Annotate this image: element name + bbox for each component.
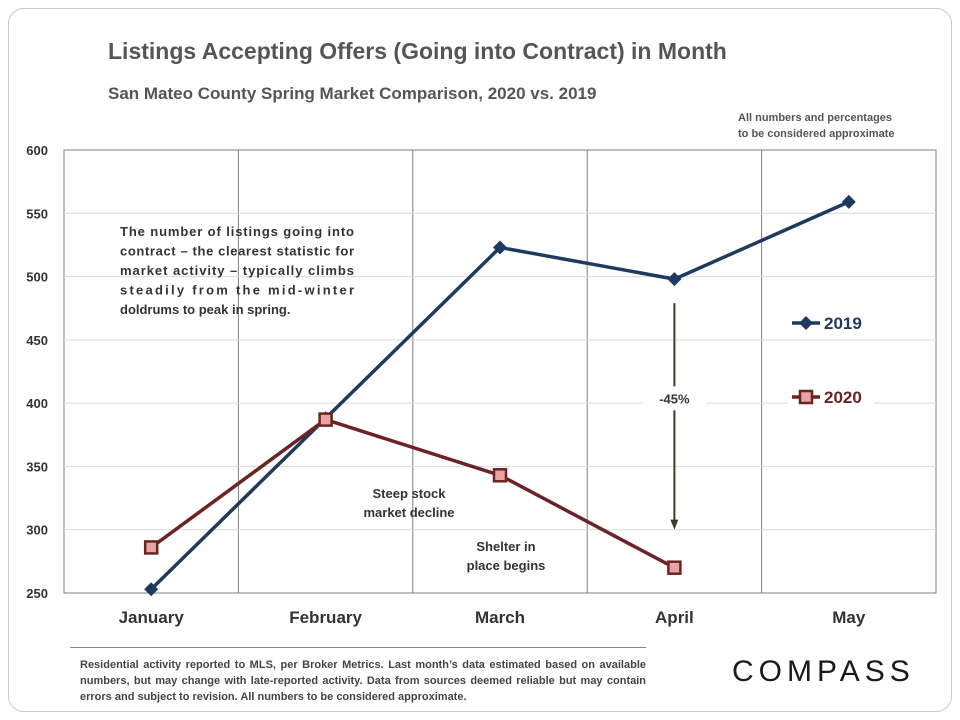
legend-label-2020: 2020: [824, 388, 862, 407]
approx-note: All numbers and percentages to be consid…: [738, 110, 894, 142]
x-tick-label: March: [475, 608, 525, 627]
compass-logo: COMPASS: [732, 655, 915, 688]
approx-note-line-1: All numbers and percentages: [738, 112, 893, 124]
data-point-2019: [841, 194, 856, 209]
data-point-2020: [143, 540, 159, 555]
x-tick-label: April: [655, 608, 694, 627]
x-tick-label: January: [119, 608, 185, 627]
data-point-2020: [492, 468, 508, 483]
y-tick-label: 450: [26, 333, 48, 348]
y-tick-label: 500: [26, 270, 48, 285]
shelter-note: Shelter in: [476, 539, 535, 554]
data-point-2020: [318, 412, 333, 427]
y-tick-label: 350: [26, 459, 48, 474]
x-tick-label: May: [832, 608, 866, 627]
data-point-2019: [493, 240, 507, 255]
series-line-2019: [149, 200, 850, 591]
legend-marker-2020: [798, 389, 814, 405]
y-tick-label: 250: [26, 586, 48, 601]
series-line-2020: [150, 417, 676, 570]
change-label: -45%: [659, 391, 690, 406]
shelter-note: place begins: [467, 558, 546, 573]
note-line: steadily from the mid-winter: [120, 283, 354, 298]
note-line: doldrums to peak in spring.: [120, 302, 290, 317]
stock-decline-note: Steep stock: [373, 486, 447, 501]
note-line: market activity – typically climbs: [120, 263, 354, 278]
data-point-2020: [667, 560, 682, 575]
legend-label-2019: 2019: [824, 314, 862, 333]
chart-subtitle: San Mateo County Spring Market Compariso…: [108, 84, 597, 103]
legend-marker-2019: [799, 316, 813, 330]
stock-decline-note: market decline: [363, 505, 454, 520]
y-tick-label: 400: [26, 396, 48, 411]
approx-note-line-2: to be considered approximate: [738, 128, 895, 140]
footer-divider: [70, 647, 646, 648]
note-line: The number of listings going into: [120, 224, 354, 239]
y-tick-label: 300: [26, 523, 48, 538]
y-tick-label: 550: [26, 206, 48, 221]
slide-frame: [8, 8, 952, 712]
change-label-bg: [642, 386, 707, 411]
y-tick-label: 600: [26, 143, 48, 158]
note-line: contract – the clearest statistic for: [120, 244, 354, 259]
plot-area: [63, 149, 937, 594]
chart-title: Listings Accepting Offers (Going into Co…: [108, 38, 727, 64]
data-point-2019: [144, 582, 159, 597]
change-arrow-head: [670, 519, 679, 530]
x-tick-label: February: [289, 608, 362, 627]
data-point-2019: [667, 272, 682, 287]
footer-disclaimer: Residential activity reported to MLS, pe…: [80, 659, 646, 703]
